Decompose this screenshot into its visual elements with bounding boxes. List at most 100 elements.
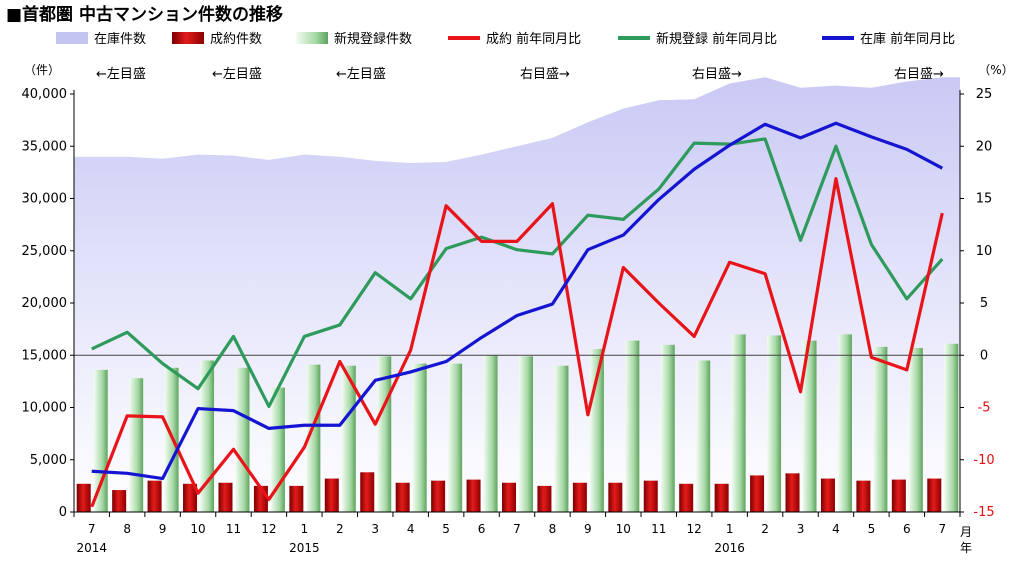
legend-label: 成約件数 xyxy=(210,32,262,47)
bar-new-listings xyxy=(802,340,817,512)
bar-new-listings xyxy=(696,360,711,512)
x-tick-label: 7 xyxy=(513,522,521,536)
bar-contracts xyxy=(927,478,942,512)
x-tick-label: 5 xyxy=(868,522,876,536)
x-tick-label: 7 xyxy=(88,522,96,536)
left-tick-label: 20,000 xyxy=(22,296,68,311)
right-tick-label: -15 xyxy=(973,505,994,520)
bar-contracts xyxy=(289,485,304,512)
legend-label: 成約 前年同月比 xyxy=(486,31,581,47)
x-tick-label: 11 xyxy=(651,522,666,536)
bar-contracts xyxy=(324,478,339,512)
bar-new-listings xyxy=(908,347,923,512)
legend-label: 新規登録 前年同月比 xyxy=(656,31,777,47)
bar-contracts xyxy=(820,478,835,512)
x-tick-label: 8 xyxy=(123,522,131,536)
bar-contracts xyxy=(360,472,375,512)
bar-contracts xyxy=(856,480,871,512)
x-tick-label: 8 xyxy=(549,522,557,536)
x-tick-label: 9 xyxy=(159,522,167,536)
right-tick-label: 0 xyxy=(980,348,988,363)
x-tick-label: 6 xyxy=(903,522,911,536)
x-tick-label: 2 xyxy=(336,522,344,536)
bar-contracts xyxy=(147,480,162,512)
bar-contracts xyxy=(112,490,127,512)
bar-new-listings xyxy=(483,355,498,512)
bar-new-listings xyxy=(554,365,569,512)
bar-new-listings xyxy=(625,340,640,512)
bar-new-listings xyxy=(306,364,321,512)
left-tick-label: 0 xyxy=(59,505,67,520)
x-tick-label: 11 xyxy=(226,522,241,536)
x-tick-label: 2 xyxy=(761,522,769,536)
bar-new-listings xyxy=(93,369,108,512)
bar-new-listings xyxy=(519,356,533,512)
legend-sublabel: 右目盛→ xyxy=(520,67,570,82)
bar-new-listings xyxy=(341,365,356,512)
x-tick-label: 3 xyxy=(797,522,805,536)
bar-contracts xyxy=(502,482,516,512)
right-tick-label: 25 xyxy=(976,87,993,102)
bar-contracts xyxy=(608,482,623,512)
left-tick-label: 35,000 xyxy=(22,139,68,154)
bar-contracts xyxy=(431,480,446,512)
bar-contracts xyxy=(395,482,410,512)
right-tick-label: 10 xyxy=(976,244,993,259)
bar-contracts xyxy=(76,483,91,512)
right-tick-label: -10 xyxy=(973,453,994,468)
bar-contracts xyxy=(643,480,658,512)
x-tick-label: 4 xyxy=(407,522,415,536)
bar-contracts xyxy=(750,475,765,512)
year-label: 2016 xyxy=(714,541,745,555)
legend-swatch-stock xyxy=(56,32,88,44)
year-label: 2015 xyxy=(289,541,320,555)
left-tick-label: 10,000 xyxy=(22,401,68,416)
x-tick-label: 10 xyxy=(616,522,631,536)
year-label: 2014 xyxy=(76,541,107,555)
legend-sublabel: ←左目盛 xyxy=(336,67,386,82)
legend-sublabel: 右目盛→ xyxy=(692,67,742,82)
left-tick-label: 5,000 xyxy=(30,453,67,468)
bar-contracts xyxy=(785,473,800,512)
bar-contracts xyxy=(183,483,198,512)
bar-contracts xyxy=(714,483,729,512)
bar-new-listings xyxy=(731,334,746,512)
left-tick-label: 40,000 xyxy=(22,87,68,102)
legend-swatch-bar xyxy=(296,32,328,44)
bar-contracts xyxy=(572,482,587,512)
left-axis: 0 5,000 10,000 15,000 20,000 25,000 30,000 35,0… xyxy=(22,87,74,520)
x-unit-month: 月 xyxy=(960,525,972,539)
right-tick-label: 5 xyxy=(980,296,988,311)
x-tick-label: 4 xyxy=(832,522,840,536)
x-unit-year: 年 xyxy=(960,541,972,555)
bar-contracts xyxy=(466,479,481,512)
bar-contracts xyxy=(679,483,694,512)
line-contracts-yoy xyxy=(90,177,944,508)
legend-label: 在庫件数 xyxy=(94,32,146,47)
legend-sublabel: 右目盛→ xyxy=(894,67,944,82)
bar-new-listings xyxy=(944,343,959,512)
line-new-listings-yoy xyxy=(91,137,944,409)
legend-label: 在庫 前年同月比 xyxy=(860,31,955,47)
bar-new-listings xyxy=(200,360,215,512)
left-tick-label: 30,000 xyxy=(22,192,68,207)
bar-new-listings xyxy=(873,346,888,512)
right-tick-label: 15 xyxy=(976,192,993,207)
bar-new-listings xyxy=(660,344,675,512)
chart-title: ■首都圏 中古マンション件数の推移 xyxy=(6,4,283,25)
bar-contracts xyxy=(218,482,233,512)
legend-label: 新規登録件数 xyxy=(334,31,412,47)
left-tick-label: 15,000 xyxy=(22,348,68,363)
left-tick-label: 25,000 xyxy=(22,244,68,259)
right-axis: -15 -10 -5 0 5 10 15 20 25 xyxy=(960,87,995,520)
bar-contracts xyxy=(891,479,906,512)
x-tick-label: 6 xyxy=(478,522,486,536)
x-tick-label: 1 xyxy=(726,522,734,536)
legend-swatch-bar xyxy=(172,32,204,44)
bar-new-listings xyxy=(767,335,782,512)
legend-sublabel: ←左目盛 xyxy=(212,67,262,82)
x-tick-label: 10 xyxy=(190,522,205,536)
